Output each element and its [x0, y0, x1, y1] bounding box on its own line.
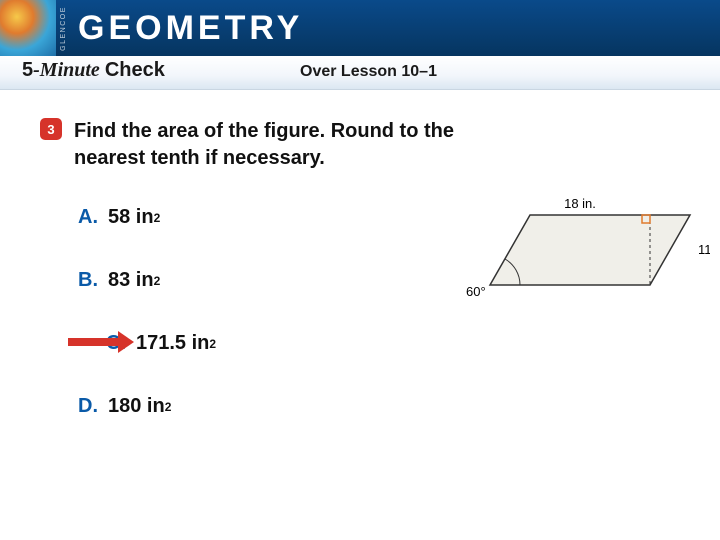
side-label: 11 in.: [698, 242, 710, 257]
check-title: 5-Minute Check: [22, 59, 165, 82]
question-text: Find the area of the figure. Round to th…: [74, 118, 454, 172]
option-a-value: 58 in: [108, 206, 154, 229]
option-d-value: 180 in: [108, 395, 165, 418]
figure-parallelogram: 18 in. 11 in. 60°: [450, 190, 710, 320]
angle-label: 60°: [466, 284, 486, 299]
check-title-mid: -Minute: [33, 59, 105, 81]
subheader: 5-Minute Check Over Lesson 10–1: [0, 56, 720, 90]
option-b-sup: 2: [154, 274, 161, 288]
option-d-wrap: D. 180 in2: [78, 395, 680, 418]
option-c[interactable]: C. 171.5 in2: [106, 332, 680, 355]
correct-arrow-icon: [68, 332, 138, 352]
option-d-letter: D.: [78, 395, 108, 418]
publisher-label-wrap: GLENCOE: [56, 0, 70, 56]
check-title-bold: Check: [105, 59, 165, 81]
publisher-label: GLENCOE: [60, 6, 67, 51]
check-title-number: 5: [22, 59, 33, 81]
option-c-wrap: C. 171.5 in2: [78, 332, 680, 355]
question-number-badge: 3: [40, 118, 62, 140]
option-b-letter: B.: [78, 269, 108, 292]
option-d[interactable]: D. 180 in2: [78, 395, 680, 418]
option-b-value: 83 in: [108, 269, 154, 292]
question-row: 3 Find the area of the figure. Round to …: [40, 118, 680, 172]
brand-tile: [0, 0, 56, 56]
header: GLENCOE GEOMETRY: [0, 0, 720, 56]
option-a-sup: 2: [154, 211, 161, 225]
lesson-label: Over Lesson 10–1: [300, 63, 437, 81]
option-c-sup: 2: [209, 337, 216, 351]
option-d-sup: 2: [165, 400, 172, 414]
base-label: 18 in.: [564, 196, 596, 211]
option-c-value: 171.5 in: [136, 332, 209, 355]
parallelogram-shape: [490, 215, 690, 285]
option-a-letter: A.: [78, 206, 108, 229]
subject-title: GEOMETRY: [78, 9, 303, 48]
